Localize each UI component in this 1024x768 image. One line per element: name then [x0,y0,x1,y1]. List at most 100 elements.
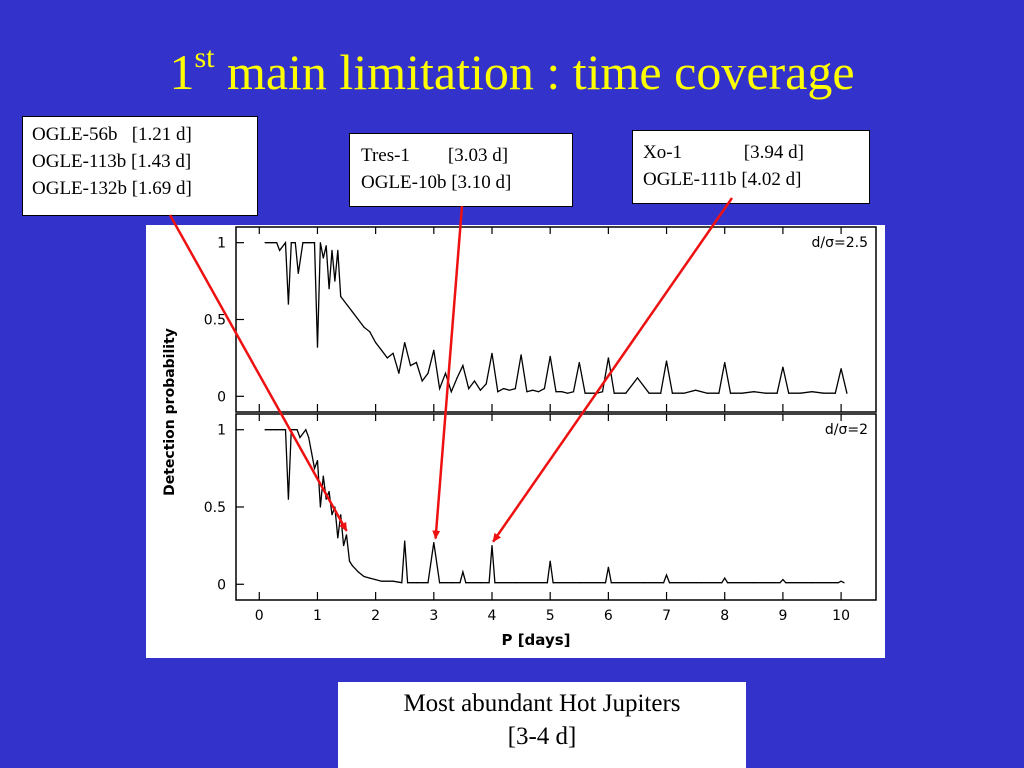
data-series-line [265,240,848,394]
data-point [782,579,784,581]
x-tick-label: 2 [371,608,380,624]
data-point [840,580,842,582]
data-point [613,392,615,394]
data-point [380,349,383,351]
data-point [497,391,499,393]
data-point [375,341,377,344]
data-point [721,582,723,584]
x-tick-label: 4 [488,608,497,624]
data-point [811,582,813,584]
data-point [741,392,743,394]
data-point [427,582,429,584]
annotation-box-2: Tres-1 [3.03 d] OGLE-10b [3.10 d] [349,133,573,207]
data-point [276,429,278,431]
data-point [369,331,371,333]
data-point [590,392,592,394]
data-point [450,391,452,393]
data-point [439,582,441,584]
data-point [549,560,551,562]
data-point [311,242,313,244]
data-point [665,574,668,576]
data-point [284,242,287,244]
data-point [313,467,316,469]
data-point [578,582,580,584]
data-point [340,514,342,516]
data-point [724,577,726,579]
data-point [494,582,496,584]
data-point [753,582,755,584]
data-point [415,582,417,584]
caption-line-1: Most abundant Hot Jupiters [403,690,681,717]
annotation-line: Xo-1 [3.94 d] [643,142,804,163]
data-point [450,582,452,584]
data-point [328,288,330,290]
panel-label: d/σ=2 [825,422,868,438]
data-point [601,391,604,393]
data-point [296,429,298,431]
data-point [648,392,650,394]
data-point [514,582,516,584]
detection-probability-plot: 0 0.5 1 d/σ=2.5 0 0.5 1 0 1 2 3 4 5 6 7 8 9 10 d/σ=2 Detect… [146,225,885,658]
data-point [305,242,307,244]
x-tick-label: 6 [604,608,613,624]
data-point [287,303,289,305]
data-point [479,582,481,584]
x-tick-label: 5 [546,608,555,624]
data-point [488,582,490,584]
data-point [363,575,365,578]
data-point [404,540,406,542]
data-point [439,388,441,390]
data-point [572,391,575,393]
data-point [584,392,586,394]
data-point [834,392,836,394]
data-point [596,392,598,394]
data-point [334,280,336,282]
data-point [526,391,528,393]
data-point [348,560,351,562]
x-tick-label: 9 [778,608,787,624]
data-point [331,514,333,516]
slide-title: 1st main limitation : time coverage [0,28,1024,102]
data-point [264,429,266,431]
data-point [331,249,333,251]
data-point [270,429,272,431]
data-point [555,391,557,393]
data-point [537,391,540,393]
data-point [325,498,327,500]
data-point [369,577,371,579]
data-point [546,582,548,584]
data-point [392,352,394,354]
panel-frame [235,413,877,601]
title-prefix: 1 [169,44,195,100]
data-point [351,311,353,313]
data-point [604,582,607,584]
data-point [337,249,339,251]
data-point [456,377,458,379]
data-point [340,295,342,298]
data-series-line [265,428,845,584]
data-point [776,392,778,394]
data-point [313,242,316,244]
data-point [334,506,336,508]
plot-svg: 00.51 d/σ=2.500.510 1 2 3 4 5 6 7 8 9 10d/σ=2Detect… [162,226,877,649]
data-point [610,582,612,584]
data-point [823,392,825,394]
data-point [724,361,726,364]
data-point [785,582,787,584]
data-point [663,582,665,584]
data-point [508,389,511,391]
data-point [325,245,327,247]
data-point [764,392,767,394]
x-axis-label: P [days] [501,631,570,649]
data-point [404,341,406,344]
data-point [465,582,467,584]
data-point [319,506,321,508]
data-point [671,392,673,394]
data-point [357,571,359,573]
data-point [357,318,359,321]
data-point [799,392,801,394]
data-point [695,389,697,391]
annotation-box-3: Xo-1 [3.94 d] OGLE-111b [4.02 d] [632,130,870,204]
annotation-line: OGLE-132b [1.69 d] [32,178,192,199]
data-point [727,582,729,584]
